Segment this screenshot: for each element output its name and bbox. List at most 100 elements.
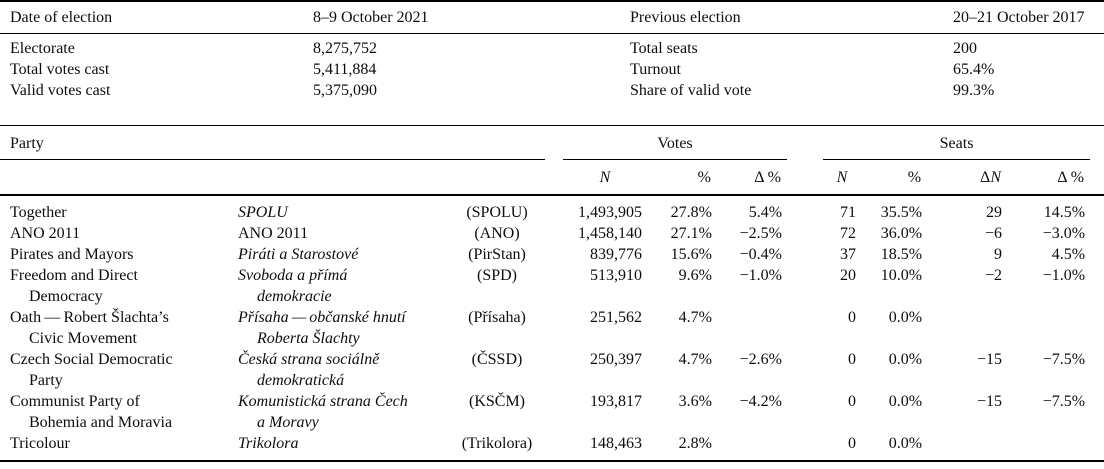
party-native-cell: Svoboda a přímá demokracie (230, 265, 435, 307)
seats-pct: 36.0% (880, 225, 923, 242)
spacer (545, 125, 563, 160)
seats-delta-pct: −7.5% (1042, 351, 1086, 368)
seats-delta-n: −6 (984, 225, 1003, 242)
previous-election-label: Previous election (625, 0, 953, 34)
votes-delta-pct: −4.2% (739, 393, 783, 410)
party-name: Czech Social Democratic (10, 351, 173, 368)
seats-group-header: Seats (823, 125, 1091, 160)
spacer (787, 349, 823, 391)
turnout-value: 65.4% (953, 61, 995, 78)
party-column-header: Party (0, 125, 545, 160)
seats-pct-header: % (861, 159, 928, 196)
seats-pct: 0.0% (888, 351, 923, 368)
summary-header-row: Date of election 8–9 October 2021 Previo… (0, 0, 1104, 34)
spacer (1090, 391, 1104, 433)
summary-row: Valid votes cast 5,375,090 Share of vali… (0, 80, 1104, 125)
table-row: Czech Social Democratic Party Česká stran… (0, 349, 1104, 391)
seats-n: 0 (823, 433, 862, 462)
header-italic: N (599, 169, 611, 186)
election-summary-table: Date of election 8–9 October 2021 Previo… (0, 0, 1104, 125)
total-seats-label: Total seats (630, 40, 698, 57)
party-native-name: SPOLU (238, 204, 288, 221)
spacer (787, 265, 823, 307)
seats-n: 72 (840, 225, 857, 242)
party-native-name: Komunistická strana Čech (238, 393, 408, 410)
summary-row: Total votes cast 5,411,884 Turnout 65.4% (0, 59, 1104, 80)
table-row: Together SPOLU (SPOLU) 1,493,905 27.8% 5… (0, 195, 1104, 223)
votes-delta-pct: −2.5% (739, 225, 783, 242)
seats-delta-pct: 14.5% (1043, 204, 1086, 221)
table-row: Freedom and Direct Democracy Svoboda a př… (0, 265, 1104, 307)
table-row: Communist Party of Bohemia and Moravia Ko… (0, 391, 1104, 433)
votes-pct: 3.6% (678, 393, 712, 410)
spacer (545, 391, 563, 433)
seats-delta-n: 9 (994, 246, 1003, 263)
seats-n: 0 (848, 393, 857, 410)
party-native-cell: Piráti a Starostové (230, 244, 435, 265)
spacer (1090, 265, 1104, 307)
spacer (787, 391, 823, 433)
electorate-value: 8,275,752 (313, 40, 377, 57)
seats-pct: 35.5% (880, 204, 923, 221)
party-name: ANO 2011 (10, 225, 81, 242)
spacer (1090, 195, 1104, 223)
party-name-cell: ANO 2011 (0, 223, 230, 244)
seats-delta-pct-header: Δ % (1007, 159, 1091, 196)
seats-delta-pct (1007, 307, 1090, 349)
spacer (1090, 433, 1104, 462)
party-name: Tricolour (10, 435, 70, 452)
seats-delta-n: −2 (984, 267, 1003, 284)
spacer (545, 265, 563, 307)
header-text: Δ (980, 169, 991, 186)
spacer (787, 159, 824, 196)
group-header-row: Party Votes Seats (0, 125, 1104, 160)
spacer (545, 159, 563, 196)
party-abbr: (SPOLU) (466, 204, 528, 221)
party-abbr: (ČSSD) (471, 351, 523, 368)
spacer (545, 223, 563, 244)
seats-n: 37 (840, 246, 857, 263)
votes-pct: 9.6% (678, 267, 712, 284)
seats-pct: 18.5% (880, 246, 923, 263)
party-name-cell: Freedom and Direct Democracy (0, 265, 230, 307)
party-abbr: (ANO) (474, 225, 520, 242)
party-native-name: Trikolora (238, 435, 299, 452)
spacer (545, 307, 563, 349)
valid-votes-label: Valid votes cast (10, 82, 111, 99)
date-of-election-label: Date of election (0, 0, 305, 34)
party-abbr: (Trikolora) (435, 433, 545, 462)
spacer (787, 433, 824, 462)
party-name: Freedom and Direct (10, 267, 138, 284)
party-name-cont: Party (29, 372, 63, 389)
party-native-name: Piráti a Starostové (238, 246, 359, 263)
empty-cell (0, 159, 545, 196)
party-native-name: Přísaha — občanské hnutí (238, 309, 406, 326)
spacer (1090, 125, 1104, 160)
seats-delta-pct (1007, 433, 1091, 462)
seats-delta-n: −15 (976, 351, 1003, 368)
votes-pct: 4.7% (678, 351, 712, 368)
votes-delta-pct: 5.4% (748, 204, 783, 221)
party-name: Pirates and Mayors (10, 246, 134, 263)
votes-pct: 27.8% (670, 204, 712, 221)
header-text: % (697, 169, 711, 186)
header-italic: N (990, 169, 1002, 186)
votes-delta-pct (717, 433, 788, 462)
spacer (1090, 244, 1104, 265)
header-italic: N (836, 169, 848, 186)
share-valid-vote-label: Share of valid vote (630, 82, 752, 99)
party-native-cell: Přísaha — občanské hnutí Roberta Šlachty (230, 307, 435, 349)
votes-n: 250,397 (590, 351, 642, 368)
header-text: Δ % (754, 169, 782, 186)
votes-n: 251,562 (590, 309, 642, 326)
total-votes-label: Total votes cast (10, 61, 110, 78)
seats-pct: 0.0% (888, 393, 923, 410)
party-name-cell: Oath — Robert Šlachta’s Civic Movement (0, 307, 230, 349)
total-seats-value: 200 (953, 40, 977, 57)
party-abbr: (SPD) (476, 267, 517, 284)
party-abbr: (KSČM) (468, 393, 525, 410)
party-abbr: (PirStan) (468, 246, 526, 263)
party-native-cont: demokratická (257, 372, 345, 389)
spacer (787, 195, 823, 223)
